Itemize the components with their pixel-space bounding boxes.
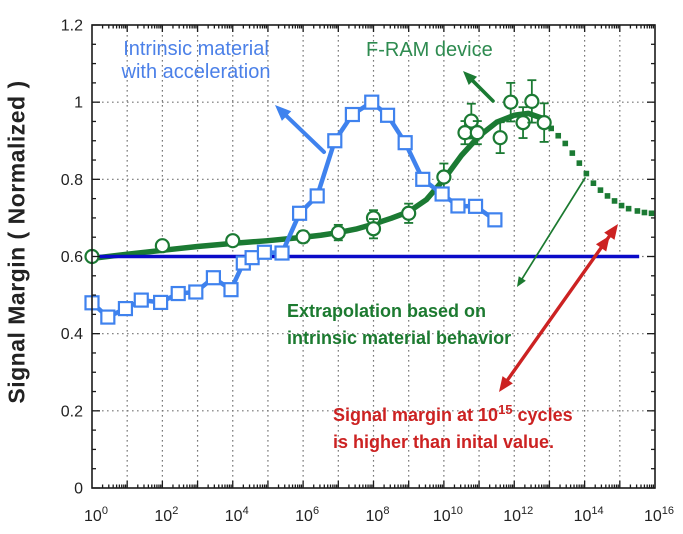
intrinsic-square-marker xyxy=(292,205,308,221)
signal-margin-arrow-second-head xyxy=(595,235,610,252)
intrinsic-material-label-line2: with acceleration xyxy=(121,61,271,83)
y-tick-label: 0.2 xyxy=(61,403,83,420)
x-tick-label: 1012 xyxy=(503,505,533,525)
signal-margin-arrow-head xyxy=(604,224,618,240)
y-tick-label: 0.8 xyxy=(61,172,83,189)
intrinsic-square-marker xyxy=(100,309,116,325)
intrinsic-square-marker xyxy=(487,212,503,228)
intrinsic-square-marker xyxy=(205,270,221,286)
fram-label-arrow-head xyxy=(463,71,478,86)
fram-circle-marker xyxy=(469,125,485,141)
extrapolation-dot xyxy=(604,193,611,199)
fram-circle-marker xyxy=(536,115,552,131)
y-tick-label: 0 xyxy=(74,481,83,498)
y-axis-title: Signal Margin ( Normalized ) xyxy=(3,80,30,404)
signal-margin-note-exponent: 15 xyxy=(498,402,513,417)
x-tick-label: 102 xyxy=(154,505,178,525)
fram-circle-marker xyxy=(154,238,170,254)
tick-labels: 0 0.2 0.4 0.6 0.8 1 1.2 100 102 104 106 108 1010 1012… xyxy=(61,18,674,526)
fram-circle-marker xyxy=(492,130,508,146)
intrinsic-square-marker xyxy=(434,186,450,202)
intrinsic-square-marker xyxy=(244,250,260,266)
extrapolation-note-line2: intrinsic material behavior xyxy=(287,328,512,348)
x-tick-label: 1014 xyxy=(574,505,604,525)
fram-circle-marker xyxy=(503,94,519,110)
y-tick-label: 1 xyxy=(74,95,83,112)
intrinsic-square-marker xyxy=(309,188,325,204)
signal-margin-note-line1-suffix: cycles xyxy=(512,405,573,425)
fram-circle-marker xyxy=(401,205,417,221)
extrapolation-dot xyxy=(576,160,583,166)
intrinsic-square-marker xyxy=(153,294,169,311)
x-tick-label: 108 xyxy=(366,505,390,525)
fram-circle-marker xyxy=(330,224,346,241)
extrapolation-dot xyxy=(634,208,641,214)
fram-circle-marker xyxy=(365,221,382,237)
x-tick-label: 1016 xyxy=(644,505,674,525)
y-tick-label: 1.2 xyxy=(61,18,83,35)
extrapolation-dot xyxy=(648,210,655,217)
signal-margin-note-line2: is higher than inital value. xyxy=(333,432,555,452)
x-tick-label: 100 xyxy=(84,505,108,525)
annotation-arrows xyxy=(275,71,618,392)
intrinsic-square-marker xyxy=(379,107,396,123)
extrapolation-dot xyxy=(625,205,632,212)
series-fram xyxy=(84,79,552,265)
intrinsic-square-marker xyxy=(256,244,273,260)
extrapolation-dot xyxy=(641,209,648,216)
signal-margin-note-line1-prefix: Signal margin at 10 xyxy=(333,405,499,425)
intrinsic-square-marker xyxy=(364,94,380,110)
y-tick-label: 0.6 xyxy=(61,249,83,266)
intrinsic-label-arrow-head xyxy=(275,105,292,121)
signal-margin-arrow-shaft xyxy=(502,229,615,387)
intrinsic-square-marker xyxy=(467,198,484,214)
intrinsic-square-marker xyxy=(450,198,466,214)
extrapolation-dot xyxy=(562,140,569,147)
intrinsic-square-marker xyxy=(344,106,360,123)
extrapolation-dot xyxy=(590,180,597,186)
fram-circle-marker xyxy=(295,229,311,245)
fram-circle-marker xyxy=(225,233,241,249)
axes xyxy=(91,24,656,489)
signal-margin-note: Signal margin at 1015 cycles is higher t… xyxy=(333,402,573,456)
signal-margin-arrow-start-head xyxy=(499,376,513,392)
extrapolation-dot xyxy=(569,150,576,156)
extrapolation-dot xyxy=(548,125,554,132)
intrinsic-square-marker xyxy=(133,292,149,308)
intrinsic-material-label: Intrinsic material with acceleration xyxy=(102,38,290,84)
intrinsic-square-marker xyxy=(327,133,343,149)
intrinsic-material-label-line1: Intrinsic material xyxy=(123,38,269,60)
y-tick-label: 0.4 xyxy=(61,326,83,343)
extrapolation-dot xyxy=(618,202,625,209)
x-tick-label: 104 xyxy=(225,505,249,525)
extrapolation-dot xyxy=(583,170,590,177)
x-tick-label: 106 xyxy=(295,505,319,525)
extrapolation-dot xyxy=(555,132,562,139)
signal-margin-note-line1: Signal margin at 1015 cycles xyxy=(333,402,573,429)
intrinsic-square-marker xyxy=(274,245,290,261)
intrinsic-square-marker xyxy=(415,171,431,187)
extrapolation-dot xyxy=(611,198,618,204)
fram-circle-marker xyxy=(524,93,540,109)
extrapolation-note-line1: Extrapolation based on xyxy=(287,301,487,321)
series-intrinsic xyxy=(84,94,503,325)
intrinsic-square-marker xyxy=(170,285,186,302)
intrinsic-label-arrow-shaft xyxy=(279,109,326,154)
fram-device-label: F-RAM device xyxy=(366,39,493,61)
x-tick-label: 1010 xyxy=(433,505,463,525)
fram-circle-marker xyxy=(436,169,452,185)
intrinsic-square-marker xyxy=(223,282,239,298)
extrapolation-arrow-head xyxy=(517,276,526,287)
extrapolation-note: Extrapolation based on intrinsic materia… xyxy=(287,298,511,352)
intrinsic-square-marker xyxy=(117,300,134,317)
series-extrapolation xyxy=(548,125,655,217)
intrinsic-square-marker xyxy=(188,284,204,300)
intrinsic-square-marker xyxy=(397,135,413,151)
extrapolation-arrow-shaft xyxy=(519,177,586,284)
extrapolation-dot xyxy=(597,187,604,193)
